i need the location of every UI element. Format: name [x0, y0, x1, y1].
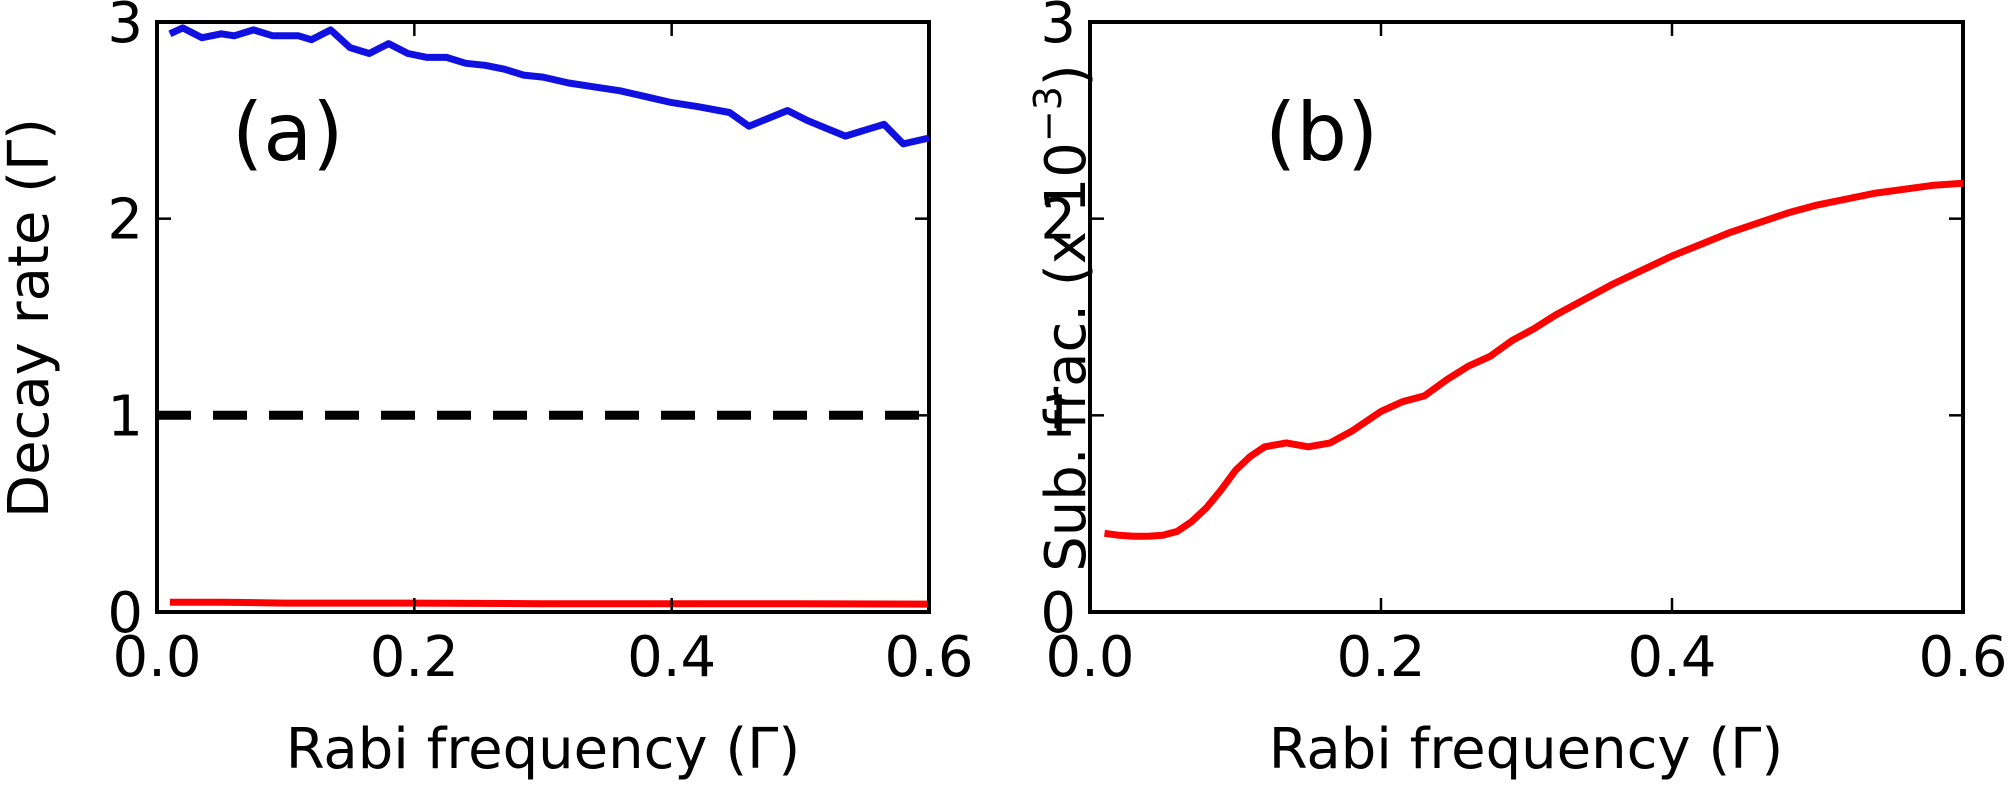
- series-line-b-0: [1104, 179, 1964, 540]
- series-group-b: [1104, 179, 1964, 540]
- x-tick-label-a-3: 0.6: [884, 625, 973, 690]
- y-tick-label-b-1: 1: [1040, 384, 1076, 449]
- y-tick-label-a-3: 3: [107, 0, 143, 56]
- panel-label-a: (a): [232, 86, 343, 179]
- x-tick-label-b-3: 0.6: [1918, 625, 2007, 690]
- series-group-a: [157, 24, 930, 608]
- y-tick-label-b-0: 0: [1040, 581, 1076, 646]
- x-tick-label-b-1: 0.2: [1336, 625, 1425, 690]
- x-axis-label-a: Rabi frequency (Γ): [286, 717, 800, 782]
- panel-label-b: (b): [1265, 86, 1378, 179]
- y-tick-label-a-2: 2: [107, 188, 143, 253]
- y-tick-label-a-0: 0: [107, 581, 143, 646]
- plot-frame-a: [155, 20, 931, 614]
- x-tick-label-a-1: 0.2: [370, 625, 459, 690]
- x-tick-label-b-2: 0.4: [1627, 625, 1716, 690]
- x-tick-label-b-0: 0.0: [1045, 625, 1134, 690]
- series-line-a-0: [168, 24, 930, 148]
- ticks-group-a: 0.0 0.2 0.4 0.6 0 1 2 3: [107, 0, 973, 690]
- y-tick-label-b-2: 2: [1040, 188, 1076, 253]
- series-line-a-2: [169, 598, 930, 608]
- x-tick-label-a-0: 0.0: [112, 625, 201, 690]
- plot-frame-b: [1088, 20, 1965, 614]
- y-axis-label-b-close: ): [1034, 64, 1099, 86]
- y-axis-label-b-exponent: −3: [1026, 86, 1070, 142]
- y-axis-label-b-main: Sub. frac. (x 10: [1034, 142, 1099, 572]
- x-axis-label-b: Rabi frequency (Γ): [1269, 717, 1783, 782]
- y-axis-label-b: Sub. frac. (x 10−3): [1026, 64, 1099, 572]
- ticks-group-b: 0.0 0.2 0.4 0.6 0 1 2 3: [1040, 0, 2007, 690]
- y-axis-label-a: Decay rate (Γ): [0, 118, 62, 518]
- x-tick-label-a-2: 0.4: [627, 625, 716, 690]
- y-tick-label-a-1: 1: [107, 384, 143, 449]
- y-tick-label-b-3: 3: [1040, 0, 1076, 56]
